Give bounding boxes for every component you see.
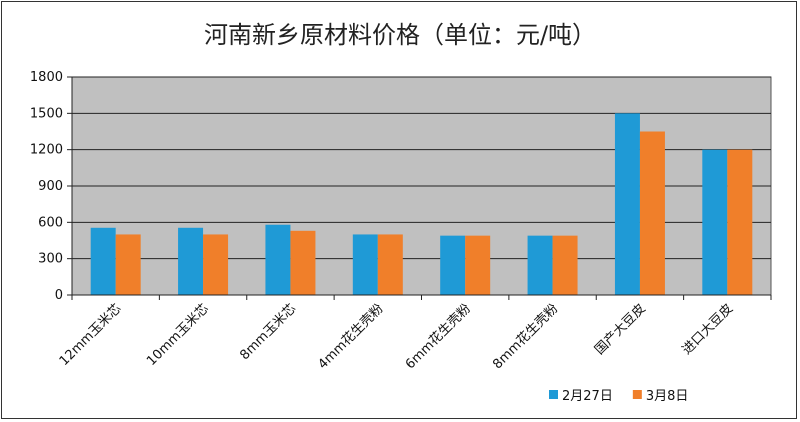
y-tick-label: 1800 [30,70,63,85]
y-tick-label: 900 [38,179,63,194]
bar-series-2 [465,235,491,295]
x-category-label: 6mm花生壳粉 [402,301,474,373]
bar-series-1 [527,235,553,295]
bar-series-2 [203,234,229,295]
legend: 2月27日 3月8日 [549,389,688,404]
y-tick-label: 1500 [30,106,63,121]
x-category-label: 4mm花生壳粉 [315,301,387,373]
legend-label: 3月8日 [646,389,689,404]
y-tick-label: 0 [55,288,63,303]
legend-label: 2月27日 [562,389,613,404]
bar-series-2 [115,234,141,295]
x-axis: 12mm玉米芯 10mm玉米芯 8mm玉米芯 4mm花生壳粉 6mm花生壳粉 8mm花生壳… [57,294,772,373]
y-tick-label: 300 [38,252,63,267]
bar-series-1 [614,113,640,295]
bar-series-1 [352,234,378,295]
legend-swatch [549,390,558,399]
x-category-label: 国产大豆皮 [592,301,649,358]
x-category-label: 12mm玉米芯 [57,301,125,369]
y-axis: 0 300 600 900 1200 1500 1800 [30,70,73,303]
x-category-label: 8mm玉米芯 [237,301,299,363]
bar-series-1 [90,227,116,295]
bar-series-2 [377,234,403,295]
bar-series-2 [290,230,316,295]
bar-series-1 [440,235,466,295]
bar-series-1 [178,227,204,295]
x-category-label: 10mm玉米芯 [144,301,212,369]
bars [90,113,753,295]
bar-series-1 [265,224,291,295]
bar-series-1 [702,149,728,295]
y-tick-label: 1200 [30,143,63,158]
bar-series-2 [727,149,753,295]
bar-series-2 [552,235,578,295]
y-tick-label: 600 [38,215,63,230]
chart-title: 河南新乡原材料价格（单位：元/吨） [204,21,596,49]
x-category-label: 8mm花生壳粉 [490,301,562,373]
legend-swatch [632,390,642,399]
bar-series-2 [639,131,665,295]
x-category-label: 进口大豆皮 [680,301,737,358]
